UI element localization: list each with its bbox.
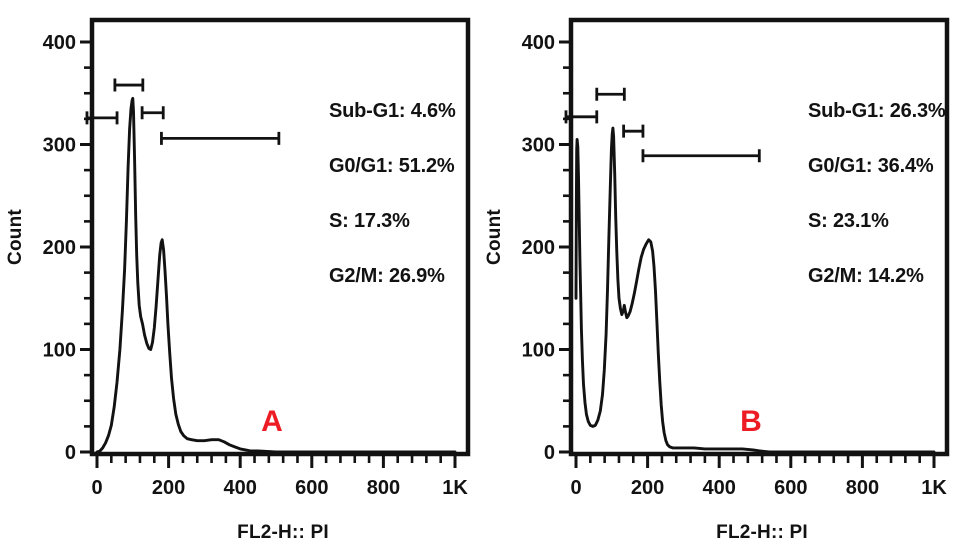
stat-phase: G0/G1 <box>329 155 387 177</box>
histogram-curve <box>95 96 457 454</box>
plot-frame <box>568 17 950 457</box>
y-tick-label: 100 <box>522 340 555 362</box>
stat-separator: : <box>386 155 399 177</box>
stat-value: 23.1% <box>832 210 889 232</box>
histogram-curve <box>574 126 936 454</box>
x-tick-label: 800 <box>846 477 879 499</box>
stat-phase: G2/M <box>808 265 857 287</box>
y-axis-title: Count <box>5 209 26 265</box>
stat-value: 51.2% <box>398 155 455 177</box>
panel-label-a: A <box>261 405 283 438</box>
stat-value: 26.9% <box>388 265 445 287</box>
stat-separator: : <box>856 265 868 287</box>
stat-s: S: 17.3% <box>329 210 477 265</box>
stat-value: 17.3% <box>353 210 410 232</box>
stat-separator: : <box>865 155 878 177</box>
x-tick-label: 200 <box>631 477 664 499</box>
gate-bracket-s <box>140 106 165 120</box>
stat-phase: G0/G1 <box>808 155 866 177</box>
panel-label-b: B <box>740 405 762 438</box>
y-tick-label: 200 <box>43 237 76 259</box>
panel-a: 0 200 400 600 800 1K 0 100 200 300 400 FL2-H:: PI Co… <box>0 0 478 555</box>
x-tick-label: 400 <box>224 477 257 499</box>
x-tick-label: 1K <box>442 477 468 499</box>
stat-value: 36.4% <box>877 155 934 177</box>
gate-bracket-g2m <box>641 149 761 163</box>
x-tick-label: 0 <box>570 477 581 499</box>
stat-g0-g1: G0/G1: 36.4% <box>808 155 956 210</box>
stat-phase: S <box>329 210 343 232</box>
gate-bracket-g0g1 <box>595 87 626 101</box>
stat-phase: Sub-G1 <box>808 100 878 122</box>
x-tick-label: 200 <box>152 477 185 499</box>
stat-phase: Sub-G1 <box>329 100 399 122</box>
x-tick-label: 1K <box>921 477 947 499</box>
stat-g2-m: G2/M: 14.2% <box>808 265 956 320</box>
x-tick-label: 600 <box>774 477 807 499</box>
stats-block-b: Sub-G1: 26.3% G0/G1: 36.4% S: 23.1% G2/M… <box>808 100 956 320</box>
stat-separator: : <box>398 100 411 122</box>
panel-b: 0 200 400 600 800 1K 0 100 200 300 400 FL2-H:: PI Co… <box>479 0 957 555</box>
plot-frame <box>89 17 471 457</box>
stat-phase: G2/M <box>329 265 378 287</box>
stat-value: 14.2% <box>867 265 924 287</box>
stats-block-a: Sub-G1: 4.6% G0/G1: 51.2% S: 17.3% G2/M:… <box>329 100 477 320</box>
stat-value: 26.3% <box>889 100 946 122</box>
y-tick-label: 400 <box>522 32 555 54</box>
stat-separator: : <box>342 210 354 232</box>
y-tick-label: 200 <box>522 237 555 259</box>
y-tick-label: 300 <box>522 135 555 157</box>
y-tick-label: 300 <box>43 135 76 157</box>
y-tick-label: 100 <box>43 340 76 362</box>
stat-g0-g1: G0/G1: 51.2% <box>329 155 477 210</box>
y-tick-label: 0 <box>544 442 555 464</box>
stat-value: 4.6% <box>410 100 456 122</box>
y-tick-label: 400 <box>43 32 76 54</box>
stat-phase: S <box>808 210 822 232</box>
x-axis-title: FL2-H:: PI <box>237 522 329 543</box>
stat-separator: : <box>821 210 833 232</box>
x-axis-title: FL2-H:: PI <box>716 522 808 543</box>
stat-s: S: 23.1% <box>808 210 956 265</box>
stat-g2-m: G2/M: 26.9% <box>329 265 477 320</box>
x-tick-label: 600 <box>295 477 328 499</box>
gate-bracket-g2m <box>160 131 281 145</box>
x-tick-label: 400 <box>703 477 736 499</box>
x-tick-label: 800 <box>367 477 400 499</box>
stat-sub-g1: Sub-G1: 26.3% <box>808 100 956 155</box>
gate-bracket-s <box>622 124 645 138</box>
stat-separator: : <box>377 265 389 287</box>
stat-separator: : <box>877 100 890 122</box>
x-tick-label: 0 <box>91 477 102 499</box>
stat-sub-g1: Sub-G1: 4.6% <box>329 100 477 155</box>
y-axis-title: Count <box>484 209 505 265</box>
gate-bracket-subg1 <box>564 110 599 124</box>
y-tick-label: 0 <box>65 442 76 464</box>
gate-bracket-g0g1 <box>113 78 145 92</box>
gate-bracket-subg1 <box>85 111 119 125</box>
